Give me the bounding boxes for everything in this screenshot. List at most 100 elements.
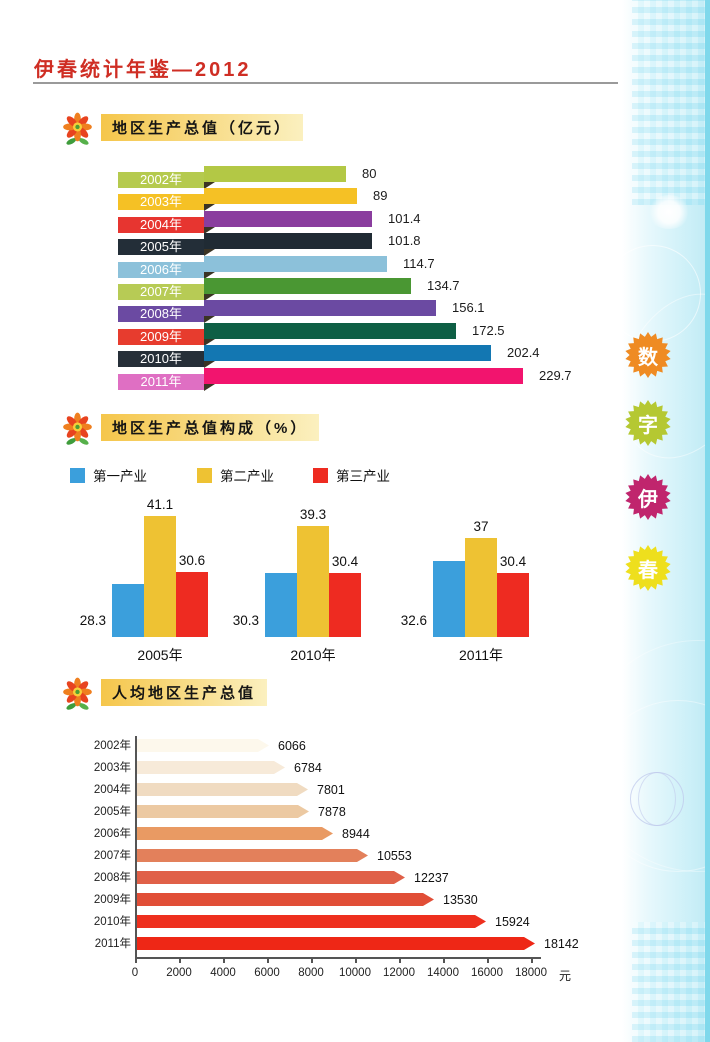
legend-item-tertiary: 第三产业 <box>313 465 390 485</box>
composition-bar <box>144 516 176 637</box>
bar-shadow-triangle <box>204 204 215 212</box>
value-label: 114.7 <box>403 255 435 271</box>
x-tick-label: 10000 <box>339 967 371 979</box>
x-axis-tick <box>355 958 357 963</box>
composition-bar <box>433 561 465 637</box>
value-label: 134.7 <box>427 278 460 293</box>
bar-shadow-triangle <box>204 249 215 257</box>
value-label: 41.1 <box>146 497 174 512</box>
mosaic-decoration-top <box>632 0 710 205</box>
gdp-total-bar-chart: 2002年 80 2003年 89 2004年 101.4 2005年 101.8 2006年 1… <box>118 166 678 396</box>
gdp-bar-row: 2003年 89 <box>118 188 678 212</box>
per-capita-bar <box>136 915 486 928</box>
year-label: 2009年 <box>93 894 131 906</box>
year-label: 2003年 <box>118 194 204 211</box>
mosaic-decoration-bottom <box>632 922 710 1042</box>
value-label: 18142 <box>544 937 579 951</box>
value-label: 172.5 <box>472 322 505 338</box>
legend-item-secondary: 第二产业 <box>197 465 274 485</box>
bar-shadow-triangle <box>204 338 215 346</box>
x-axis-tick <box>135 958 137 963</box>
x-axis-unit: 元 <box>559 969 572 983</box>
arc-decoration <box>622 640 710 872</box>
gdp-bar-row: 2006年 114.7 <box>118 255 678 279</box>
per-capita-bar <box>136 761 285 774</box>
flower-icon <box>63 112 92 145</box>
category-label: 2011年 <box>458 647 504 663</box>
x-tick-label: 2000 <box>166 967 192 979</box>
gdp-bar <box>204 188 357 205</box>
legend-swatch-secondary <box>197 467 212 483</box>
x-tick-label: 6000 <box>254 967 280 979</box>
gdp-bar <box>204 210 372 227</box>
value-label: 32.6 <box>400 613 427 628</box>
per-capita-bar <box>136 739 269 752</box>
gdp-bar <box>204 278 411 294</box>
value-label: 101.4 <box>388 210 421 226</box>
value-label: 12237 <box>414 871 449 885</box>
value-label: 7801 <box>317 783 345 797</box>
legend-label-primary: 第一产业 <box>93 469 147 484</box>
year-label: 2002年 <box>93 740 131 752</box>
sparkle-decoration <box>647 195 691 229</box>
per-capita-bar <box>136 849 368 862</box>
value-label: 89 <box>373 188 388 204</box>
x-tick-label: 0 <box>131 967 139 979</box>
y-axis-line <box>135 736 137 957</box>
per-capita-gdp-chart: 2002年 6066 2003年 6784 2004年 7801 2005年 7878 2006… <box>85 736 645 991</box>
composition-bar <box>297 526 329 637</box>
section-title-percapita: 人均地区生产总值 <box>101 679 268 706</box>
composition-bar <box>112 584 144 637</box>
value-label: 30.6 <box>178 553 206 568</box>
x-axis-tick <box>399 958 401 963</box>
gdp-bar <box>204 255 387 272</box>
per-capita-bar <box>136 937 535 950</box>
year-label: 2008年 <box>118 306 204 323</box>
value-label: 229.7 <box>539 367 572 383</box>
bar-shadow-triangle <box>204 226 215 234</box>
year-label: 2004年 <box>93 784 131 796</box>
bar-shadow-triangle <box>204 182 215 189</box>
section-header-percapita: 人均地区生产总值 <box>62 677 268 710</box>
value-label: 202.4 <box>507 345 540 361</box>
category-label: 2010年 <box>290 647 336 663</box>
legend-label-tertiary: 第三产业 <box>336 469 390 484</box>
gdp-bar <box>204 322 456 339</box>
value-label: 30.3 <box>232 613 259 628</box>
year-label: 2007年 <box>93 850 131 862</box>
x-tick-label: 16000 <box>471 967 503 979</box>
composition-bar <box>497 573 529 637</box>
x-tick-label: 12000 <box>383 967 415 979</box>
gdp-bar-row: 2007年 134.7 <box>118 278 678 301</box>
value-label: 8944 <box>342 827 370 841</box>
per-capita-bar <box>136 893 434 906</box>
legend-item-primary: 第一产业 <box>70 465 147 485</box>
legend-swatch-tertiary <box>313 467 328 483</box>
value-label: 101.8 <box>388 233 421 249</box>
value-label: 6066 <box>278 739 306 753</box>
x-tick-label: 18000 <box>515 967 547 979</box>
year-label: 2009年 <box>118 328 204 345</box>
value-label: 6784 <box>294 761 322 775</box>
flower-icon <box>63 412 92 445</box>
x-axis-tick <box>223 958 225 963</box>
year-label: 2006年 <box>93 828 131 840</box>
value-label: 37 <box>473 519 489 534</box>
section-title-composition: 地区生产总值构成（%） <box>101 414 320 441</box>
value-label: 13530 <box>443 893 478 907</box>
legend-swatch-primary <box>70 467 85 483</box>
title-underline <box>33 82 618 84</box>
x-tick-label: 8000 <box>298 967 324 979</box>
year-label: 2011年 <box>118 373 204 390</box>
x-axis-tick <box>179 958 181 963</box>
composition-bar <box>265 573 297 637</box>
bar-shadow-triangle <box>204 294 215 301</box>
gdp-bar-row: 2011年 229.7 <box>118 367 678 391</box>
x-axis-tick <box>487 958 489 963</box>
year-label: 2006年 <box>118 261 204 278</box>
gdp-bar <box>204 300 436 317</box>
year-label: 2002年 <box>118 172 204 188</box>
value-label: 39.3 <box>299 507 327 522</box>
per-capita-bar <box>136 871 405 884</box>
